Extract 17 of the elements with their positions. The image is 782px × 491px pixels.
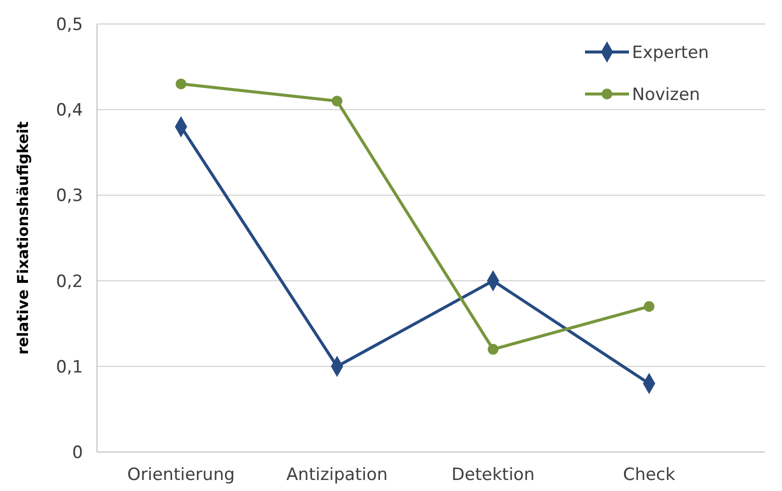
point bbox=[332, 96, 342, 106]
x-tick-label: Detektion bbox=[452, 465, 535, 485]
y-tick-label: 0,4 bbox=[56, 100, 83, 121]
y-tick-label: 0 bbox=[72, 442, 83, 463]
y-tick-label: 0,3 bbox=[56, 186, 83, 206]
point bbox=[176, 78, 186, 90]
x-tick-label: Orientierung bbox=[127, 465, 235, 485]
x-tick-label: Check bbox=[622, 465, 676, 485]
y-tick-label: 0,5 bbox=[56, 14, 83, 35]
point bbox=[488, 344, 498, 355]
x-tick-label: Antizipation bbox=[286, 465, 388, 485]
point bbox=[644, 301, 654, 312]
y-tick-label: 0,2 bbox=[56, 272, 83, 292]
y-tick-label: 0,1 bbox=[56, 357, 83, 378]
y-axis-title: relative Fixationshäufigkeit bbox=[14, 121, 32, 355]
legend-label: Novizen bbox=[632, 84, 700, 105]
legend-label: Experten bbox=[632, 42, 709, 63]
